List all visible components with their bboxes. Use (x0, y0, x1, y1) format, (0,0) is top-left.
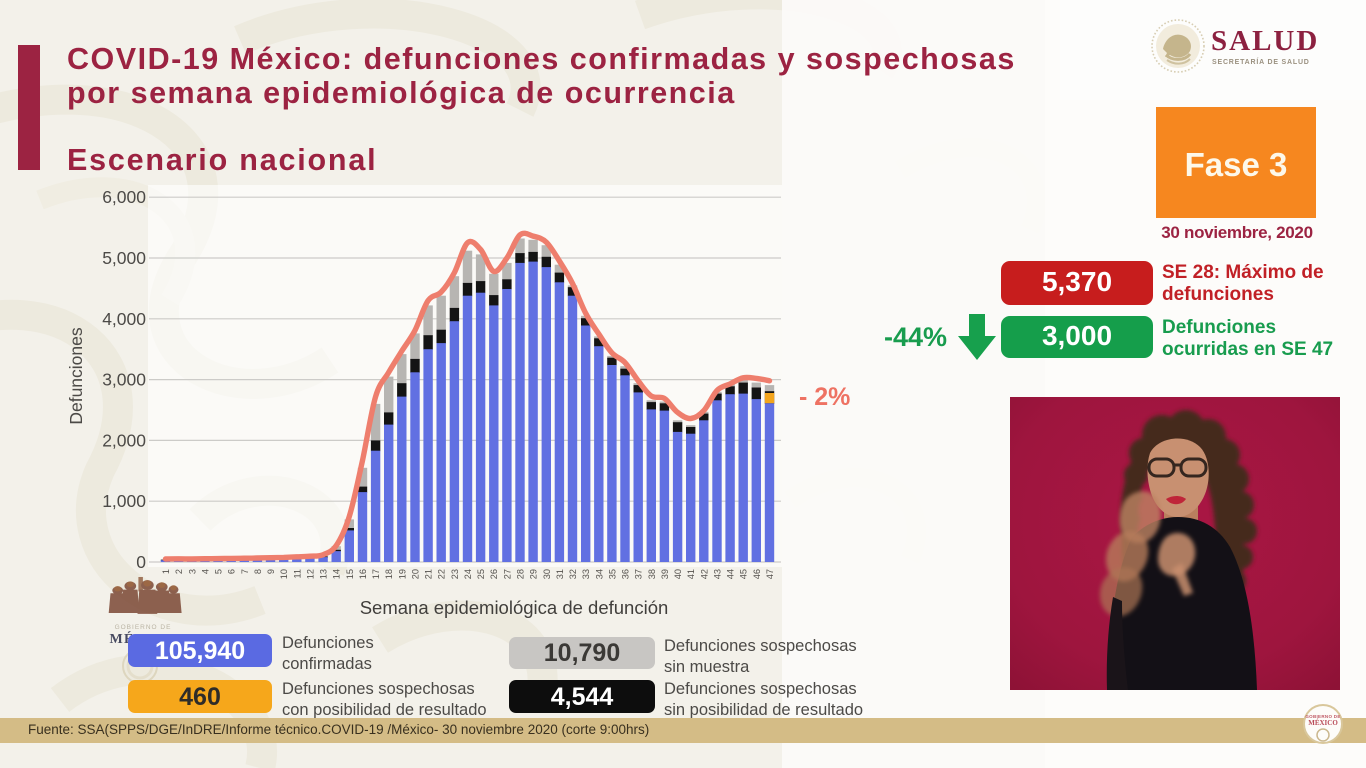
svg-text:47: 47 (765, 569, 775, 579)
svg-text:30: 30 (542, 569, 552, 579)
svg-text:18: 18 (384, 569, 394, 579)
svg-text:2,000: 2,000 (102, 430, 146, 450)
svg-text:36: 36 (621, 569, 631, 579)
svg-text:43: 43 (713, 569, 723, 579)
svg-text:16: 16 (358, 569, 368, 579)
svg-text:23: 23 (450, 569, 460, 579)
svg-text:21: 21 (424, 569, 434, 579)
svg-text:20: 20 (411, 569, 421, 579)
svg-text:4,000: 4,000 (102, 309, 146, 329)
svg-text:3: 3 (187, 569, 197, 574)
svg-text:41: 41 (686, 569, 696, 579)
svg-text:37: 37 (634, 569, 644, 579)
svg-text:32: 32 (568, 569, 578, 579)
svg-text:42: 42 (699, 569, 709, 579)
svg-text:25: 25 (476, 569, 486, 579)
svg-text:27: 27 (502, 569, 512, 579)
svg-text:4: 4 (200, 569, 210, 574)
svg-text:13: 13 (319, 569, 329, 579)
svg-text:7: 7 (240, 569, 250, 574)
svg-text:Defunciones: Defunciones (66, 327, 86, 425)
svg-text:45: 45 (739, 569, 749, 579)
svg-text:12: 12 (305, 569, 315, 579)
svg-text:2: 2 (174, 569, 184, 574)
svg-text:GOBIERNO DE: GOBIERNO DE (115, 624, 172, 631)
svg-text:22: 22 (437, 569, 447, 579)
svg-text:17: 17 (371, 569, 381, 579)
svg-text:15: 15 (345, 569, 355, 579)
svg-text:40: 40 (673, 569, 683, 579)
svg-text:0: 0 (136, 552, 146, 572)
svg-text:5,000: 5,000 (102, 248, 146, 268)
svg-text:24: 24 (463, 569, 473, 579)
svg-text:10: 10 (279, 569, 289, 579)
svg-text:29: 29 (529, 569, 539, 579)
svg-text:19: 19 (397, 569, 407, 579)
svg-text:6,000: 6,000 (102, 187, 146, 207)
svg-text:26: 26 (489, 569, 499, 579)
svg-text:38: 38 (647, 569, 657, 579)
svg-text:35: 35 (607, 569, 617, 579)
svg-text:5: 5 (214, 569, 224, 574)
svg-text:1,000: 1,000 (102, 491, 146, 511)
svg-text:34: 34 (594, 569, 604, 579)
svg-text:6: 6 (227, 569, 237, 574)
svg-text:31: 31 (555, 569, 565, 579)
svg-text:44: 44 (726, 569, 736, 579)
svg-text:14: 14 (332, 569, 342, 579)
svg-text:8: 8 (253, 569, 263, 574)
svg-text:39: 39 (660, 569, 670, 579)
svg-text:1: 1 (161, 569, 171, 574)
svg-text:28: 28 (516, 569, 526, 579)
svg-text:11: 11 (292, 569, 302, 579)
svg-text:3,000: 3,000 (102, 370, 146, 390)
svg-text:46: 46 (752, 569, 762, 579)
svg-text:9: 9 (266, 569, 276, 574)
svg-text:33: 33 (581, 569, 591, 579)
